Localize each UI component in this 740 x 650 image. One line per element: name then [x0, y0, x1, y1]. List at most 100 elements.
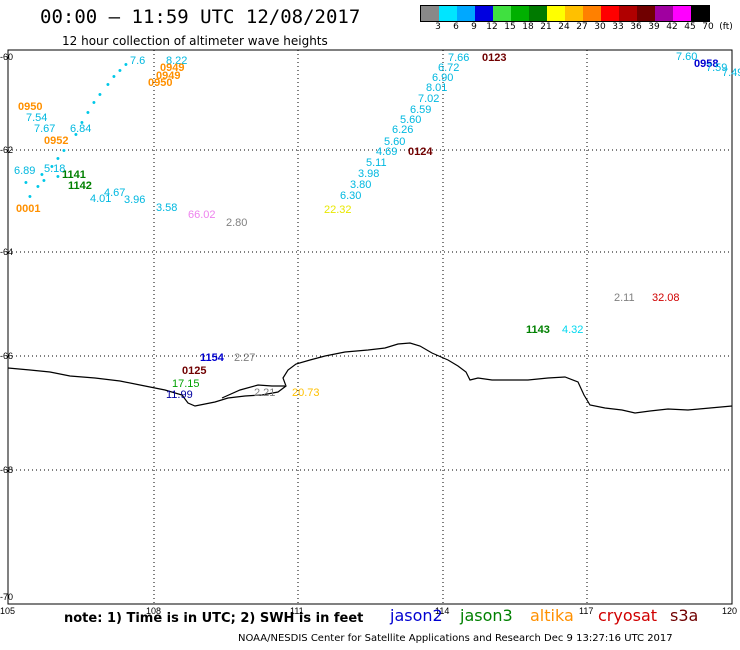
legend-label: 36: [630, 22, 642, 32]
wave-height-label: 5.60: [400, 114, 421, 126]
legend-swatch: [583, 6, 601, 21]
track-marker: •: [106, 79, 110, 91]
track-marker: •: [124, 59, 128, 71]
pass-time-label: 1154: [200, 352, 225, 364]
wave-height-label: 6.26: [392, 124, 413, 136]
wave-height-label: 7.60: [676, 51, 697, 63]
legend-cryosat: cryosat: [598, 606, 658, 625]
y-tick: -70: [0, 592, 13, 602]
legend-swatch: [619, 6, 637, 21]
legend-swatch: [493, 6, 511, 21]
legend-jason3: jason3: [460, 606, 513, 625]
track-marker: •: [92, 97, 96, 109]
legend-label: 12: [486, 22, 498, 32]
track-marker: •: [98, 89, 102, 101]
y-tick: -66: [0, 351, 13, 361]
footer-credit: NOAA/NESDIS Center for Satellite Applica…: [238, 633, 673, 644]
legend-swatch: [655, 6, 673, 21]
track-marker: •: [28, 191, 32, 203]
legend-jason2: jason2: [390, 606, 443, 625]
wave-height-label: 4.69: [376, 146, 397, 158]
wave-height-label: 3.58: [156, 202, 177, 214]
pass-time-label: 0950: [148, 77, 172, 89]
wave-height-label: 32.08: [652, 292, 680, 304]
wave-height-label: 5.18: [44, 163, 65, 175]
x-tick: 108: [146, 606, 161, 616]
wave-height-label: 3.80: [350, 179, 371, 191]
track-marker: •: [80, 117, 84, 129]
x-tick: 114: [435, 606, 449, 616]
map-frame: [7, 49, 733, 605]
legend-swatch: [475, 6, 493, 21]
coastline: [7, 342, 733, 414]
y-tick: -60: [0, 52, 13, 62]
legend-label: 45: [684, 22, 696, 32]
wave-height-label: 3.96: [124, 194, 145, 206]
pass-time-label: 1141: [62, 169, 86, 181]
legend-label: 18: [522, 22, 534, 32]
wave-height-label: 22.32: [324, 204, 352, 216]
x-tick: 117: [579, 606, 593, 616]
wave-height-label: 7.66: [448, 52, 469, 64]
footer-note: note: 1) Time is in UTC; 2) SWH is in fe…: [64, 611, 364, 626]
wave-height-label: 7.67: [34, 123, 55, 135]
wave-height-label: 4.67: [104, 187, 125, 199]
wave-height-label: 6.30: [340, 190, 361, 202]
wave-height-label: 11.99: [166, 389, 193, 401]
color-legend: [420, 5, 710, 22]
wave-height-label: 6.84: [70, 123, 91, 135]
track-marker: •: [112, 71, 116, 83]
pass-time-label: 0001: [16, 203, 40, 215]
legend-swatch: [691, 6, 709, 21]
legend-altika: altika: [530, 606, 574, 625]
wave-height-label: 3.98: [358, 168, 379, 180]
pass-time-label: 0958: [694, 58, 718, 70]
pass-time-label: 1143: [526, 324, 550, 336]
legend-swatch: [421, 6, 439, 21]
legend-label: 15: [504, 22, 516, 32]
pass-time-label: 0949: [156, 70, 180, 82]
map-grid: [8, 50, 732, 604]
wave-height-label: 7.02: [418, 93, 439, 105]
wave-height-label: 8.01: [426, 82, 447, 94]
track-marker: •: [56, 153, 60, 165]
legend-label: 39: [648, 22, 660, 32]
legend-label: (ft): [719, 22, 733, 32]
pass-time-label: 0123: [482, 52, 506, 64]
wave-height-label: 2.11: [614, 292, 635, 304]
page-subtitle: 12 hour collection of altimeter wave hei…: [62, 34, 328, 48]
pass-time-label: 0125: [182, 365, 206, 377]
wave-height-label: 8.22: [166, 55, 187, 67]
wave-height-label: 5.11: [366, 157, 387, 169]
track-marker: •: [42, 175, 46, 187]
x-tick: 111: [290, 606, 304, 616]
legend-label: 70: [702, 22, 714, 32]
legend-label: 21: [540, 22, 552, 32]
pass-time-label: 0952: [44, 135, 68, 147]
legend-swatch: [565, 6, 583, 21]
legend-swatch: [547, 6, 565, 21]
x-tick-labels: 105 108 111 114 117 120: [0, 606, 737, 616]
wave-height-label: 6.59: [410, 104, 431, 116]
wave-height-labels: 7.66 01236.726.908.017.026.595.606.265.60…: [14, 51, 740, 401]
page-title: 00:00 – 11:59 UTC 12/08/2017: [40, 6, 361, 28]
wave-height-label: 4.32: [562, 324, 583, 336]
legend-swatch: [457, 6, 475, 21]
y-tick: -68: [0, 465, 13, 475]
coastline-inlet: [221, 384, 285, 399]
wave-height-label: 7.49: [722, 67, 740, 79]
track-marker: •: [50, 161, 54, 173]
pass-time-label: 0124: [408, 146, 433, 158]
legend-s3a: s3a: [670, 606, 699, 625]
legend-label: 3: [435, 22, 441, 32]
y-tick: -62: [0, 145, 13, 155]
legend-label: 42: [666, 22, 678, 32]
wave-height-label: 20.73: [292, 387, 320, 399]
x-tick: 120: [722, 606, 737, 616]
wave-height-label: 7.6: [130, 55, 145, 67]
legend-swatch: [529, 6, 547, 21]
pass-time-label: 0949: [160, 62, 184, 74]
track-marker: •: [74, 129, 78, 141]
wave-height-label: 2.21: [254, 387, 275, 399]
